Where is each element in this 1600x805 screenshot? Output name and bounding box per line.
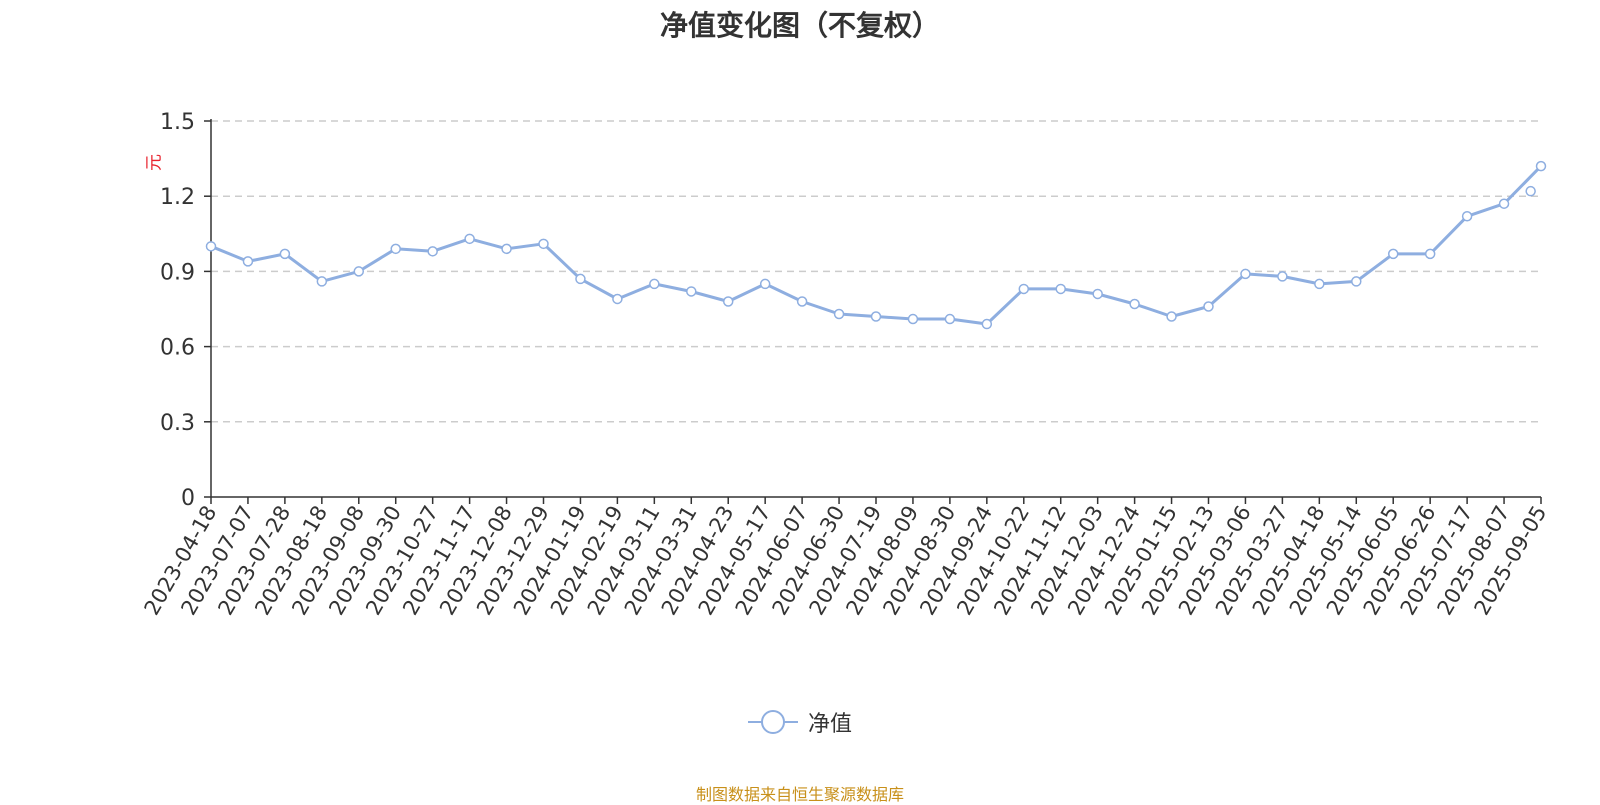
legend-label: 净值 [807,712,852,737]
data-point [1018,283,1030,295]
data-point [1240,268,1251,280]
data-point [649,278,660,290]
y-tick-label: 0.9 [160,260,195,285]
data-point [464,233,475,245]
y-tick-label: 0.6 [160,336,195,361]
data-point [796,296,808,307]
data-point [279,248,291,260]
data-point [1525,185,1536,197]
data-point [1351,276,1362,287]
data-point [612,293,623,305]
data-point [1387,248,1399,260]
series-line-nav [210,165,1543,326]
data-point [501,243,512,255]
data-point [686,286,697,297]
data-point [538,238,549,250]
data-point [1203,301,1214,312]
data-point [1314,278,1325,290]
data-point [242,256,254,267]
data-point [1129,298,1140,310]
data-point [1166,311,1177,322]
data-point [427,246,438,257]
legend[interactable]: 净值 [0,706,1600,738]
data-point [981,318,993,330]
data-point [1535,160,1547,172]
data-point [944,313,956,325]
data-point [833,308,845,320]
data-point [316,276,328,287]
line-chart: 00.30.60.91.21.52023-04-182023-07-072023… [140,110,1552,619]
y-tick-label: 1.5 [160,110,195,135]
data-point [1424,248,1436,260]
data-point [722,296,734,307]
data-point [759,278,771,290]
data-point [1092,288,1103,300]
data-point [353,266,365,277]
data-point [1461,211,1473,222]
chart-title: 净值变化图（不复权） [659,9,940,42]
data-point [1277,271,1288,282]
data-point [1498,198,1510,209]
y-tick-label: 1.2 [160,185,195,210]
legend-line-circle-icon [747,710,798,734]
data-point [205,241,217,252]
data-source-note: 制图数据来自恒生聚源数据库 [695,785,904,804]
data-point [907,313,919,325]
y-tick-label: 0 [181,486,195,511]
data-point [870,311,882,322]
data-point [1055,283,1066,295]
data-point [575,273,586,285]
y-tick-label: 0.3 [160,411,195,436]
data-point [390,243,401,255]
